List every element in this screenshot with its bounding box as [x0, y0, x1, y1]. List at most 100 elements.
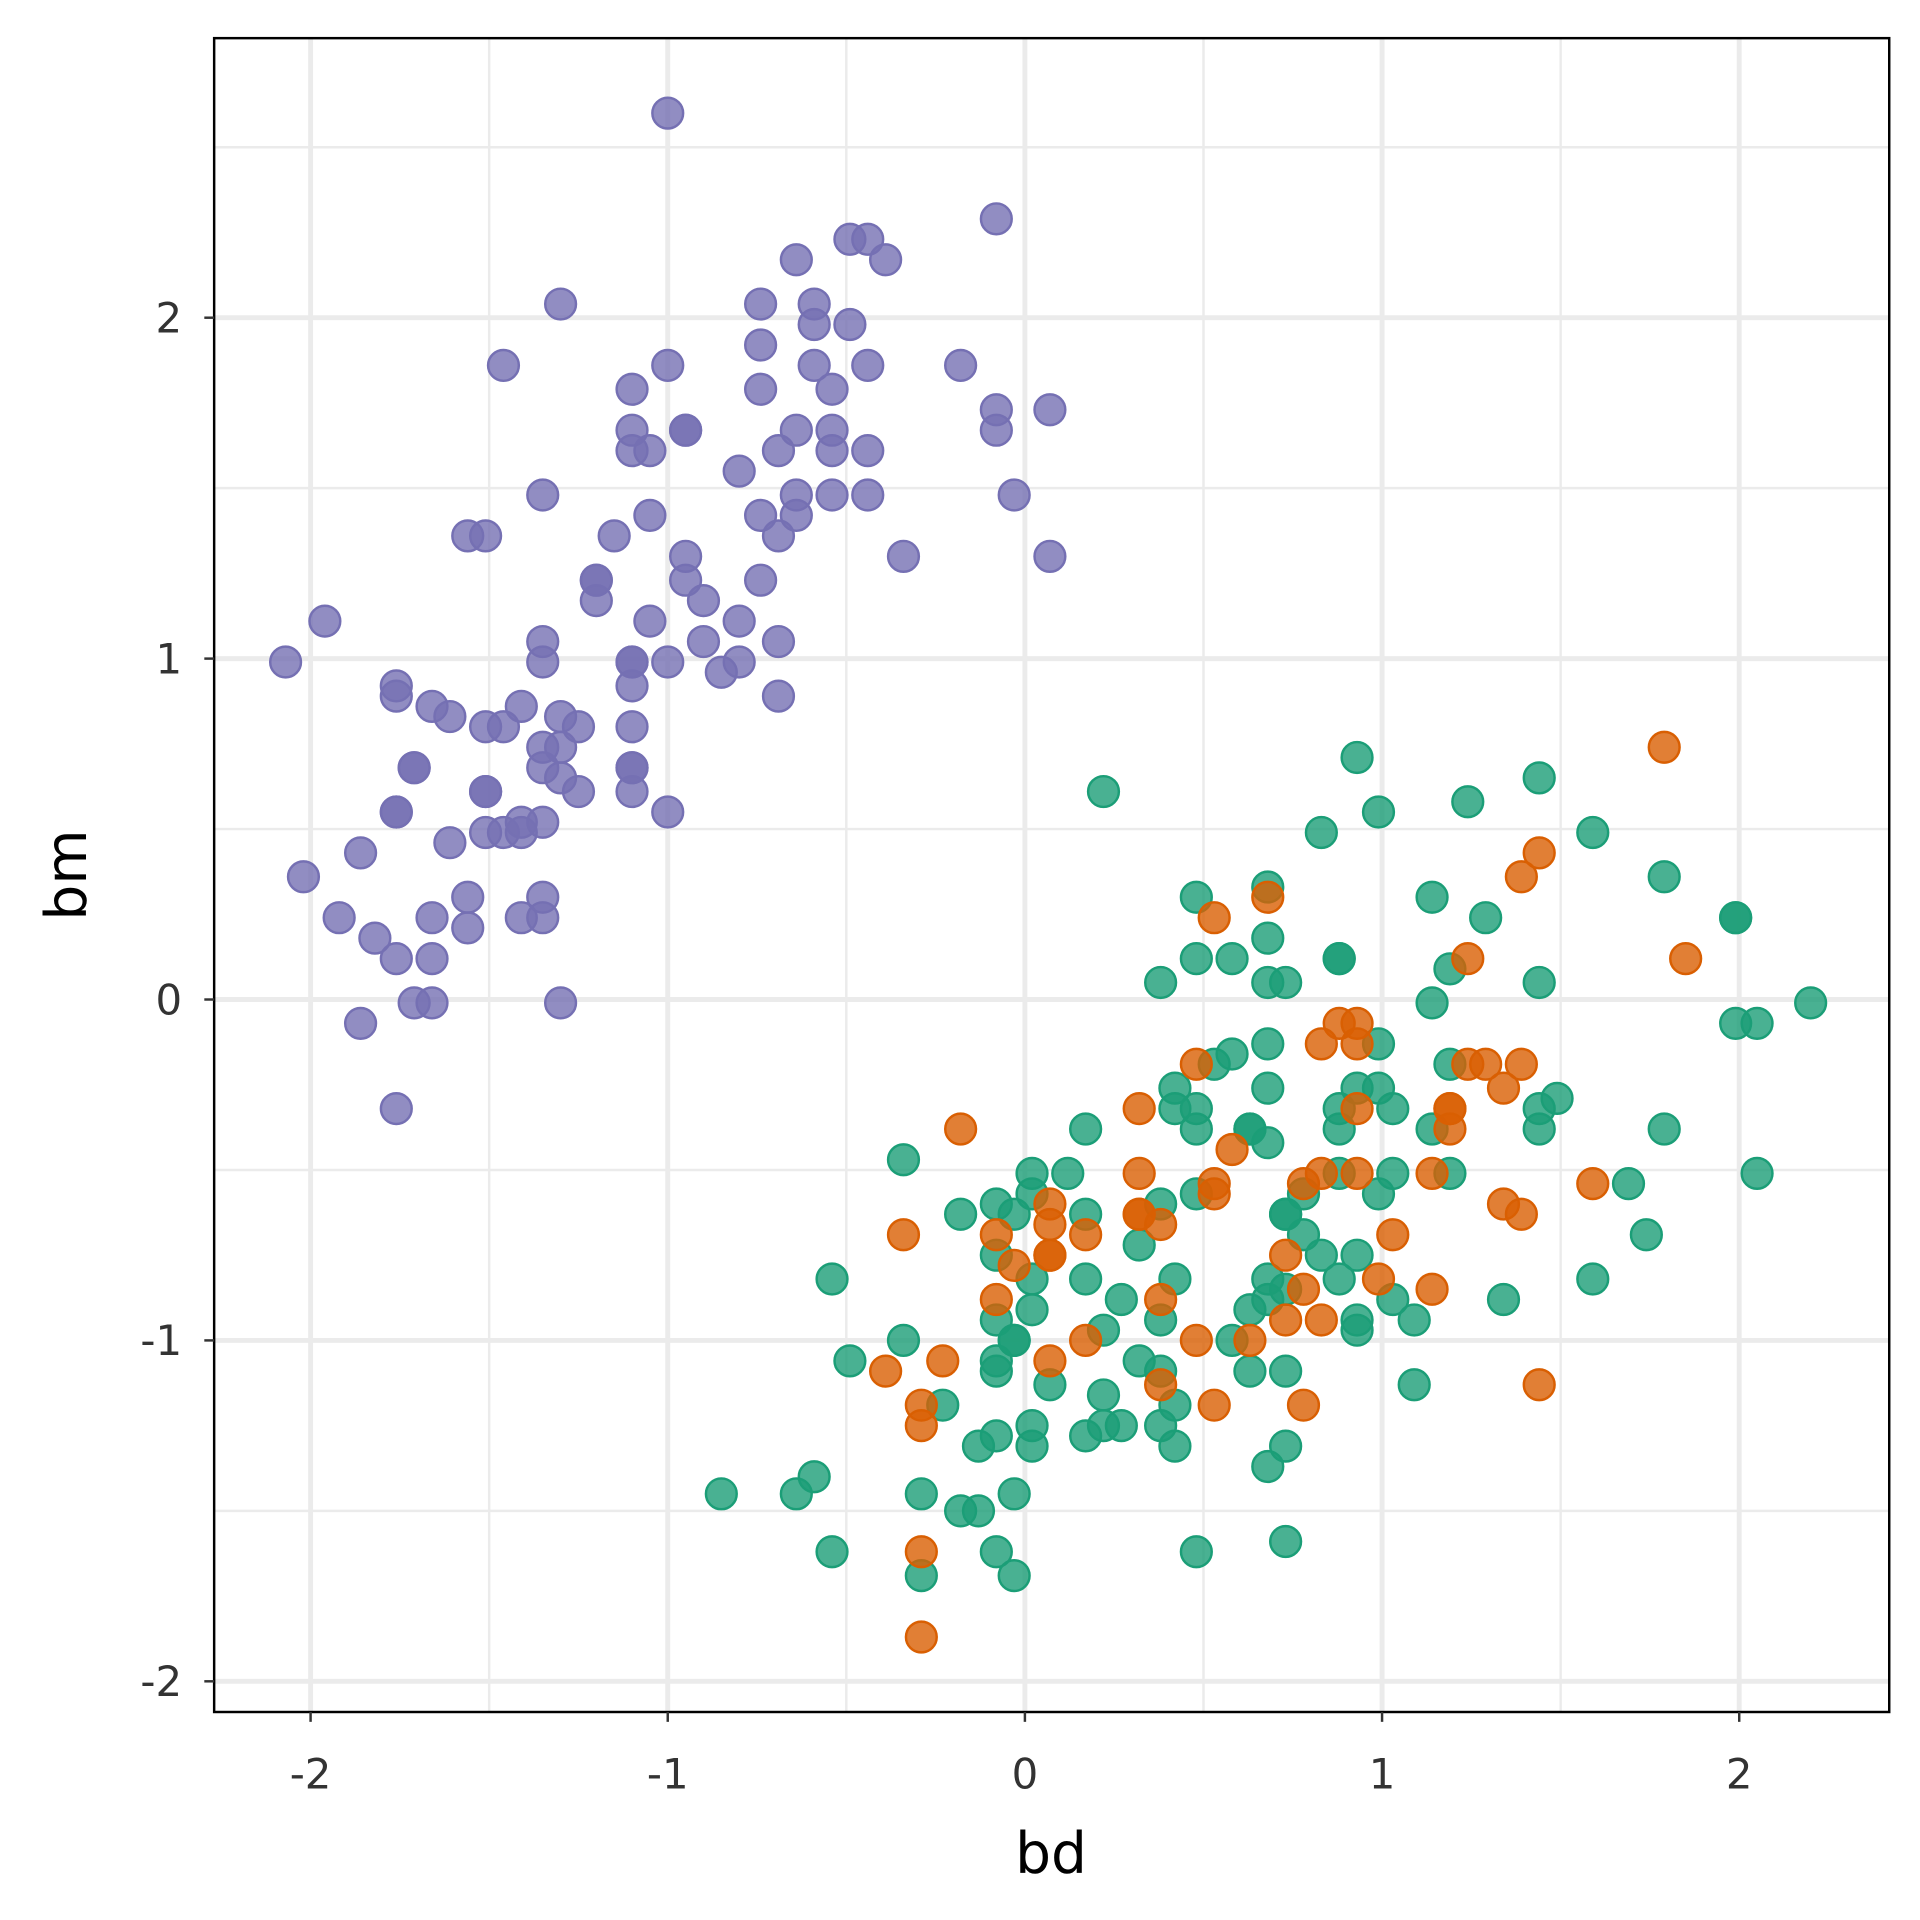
data-point-series-2 — [1251, 921, 1285, 955]
y-tick-label: -1 — [140, 1316, 182, 1365]
data-point-series-1 — [779, 243, 813, 277]
data-point-series-2 — [1576, 815, 1610, 850]
data-point-series-1 — [433, 826, 467, 860]
data-point-series-1 — [651, 795, 685, 829]
data-point-series-1 — [651, 645, 685, 679]
data-point-series-2 — [1069, 1112, 1103, 1146]
data-point-series-1 — [526, 805, 560, 839]
data-point-series-1 — [851, 348, 885, 383]
data-point-series-1 — [451, 880, 485, 914]
points — [268, 96, 1828, 1654]
data-point-series-1 — [358, 921, 392, 955]
data-point-series-1 — [815, 372, 849, 406]
data-point-series-1 — [597, 519, 631, 553]
data-point-series-1 — [997, 478, 1031, 512]
x-tick-label: 2 — [1726, 1749, 1753, 1798]
data-point-series-2 — [1322, 941, 1356, 976]
data-point-series-1 — [797, 307, 831, 342]
data-point-series-3 — [904, 1620, 938, 1654]
data-point-series-2 — [1233, 1293, 1267, 1327]
data-point-series-3 — [1069, 1218, 1103, 1252]
data-point-series-2 — [886, 1323, 921, 1358]
data-point-series-2 — [1086, 774, 1121, 809]
data-point-series-1 — [1033, 539, 1067, 573]
data-point-series-3 — [926, 1344, 960, 1378]
data-point-series-3 — [1415, 1272, 1449, 1306]
data-point-series-1 — [651, 348, 685, 383]
data-point-series-3 — [904, 1409, 938, 1443]
data-point-series-2 — [1415, 986, 1449, 1020]
data-point-series-2 — [1415, 880, 1449, 914]
data-point-series-3 — [1033, 1207, 1067, 1242]
data-point-series-1 — [379, 1091, 413, 1126]
data-point-series-1 — [722, 454, 756, 488]
data-point-series-2 — [833, 1344, 867, 1378]
data-point-series-2 — [1233, 1354, 1267, 1388]
data-point-series-2 — [1251, 1449, 1285, 1484]
data-point-series-1 — [743, 287, 778, 321]
data-point-series-3 — [1144, 1282, 1178, 1317]
y-tick-label: 1 — [156, 634, 183, 683]
y-axis-title: bm — [34, 830, 100, 921]
data-point-series-1 — [761, 434, 796, 468]
data-point-series-2 — [904, 1477, 938, 1511]
data-point-series-3 — [1122, 1091, 1156, 1126]
data-point-series-1 — [415, 941, 449, 976]
data-point-series-2 — [1486, 1282, 1521, 1317]
data-point-series-2 — [1451, 785, 1485, 819]
data-point-series-1 — [468, 519, 503, 553]
data-point-series-1 — [651, 96, 685, 130]
data-point-series-3 — [1179, 1323, 1213, 1358]
data-point-series-1 — [526, 645, 560, 679]
data-point-series-3 — [1376, 1218, 1410, 1252]
data-point-series-2 — [1522, 761, 1556, 795]
data-point-series-3 — [904, 1535, 938, 1569]
data-point-series-2 — [1269, 1354, 1303, 1388]
data-point-series-3 — [1197, 1388, 1231, 1422]
y-tick-label: 0 — [156, 975, 183, 1024]
data-point-series-2 — [1104, 1409, 1138, 1443]
data-point-series-1 — [343, 1006, 378, 1040]
data-point-series-3 — [1340, 1156, 1374, 1190]
data-point-series-3 — [1340, 1027, 1374, 1061]
data-point-series-1 — [704, 655, 738, 689]
data-point-series-3 — [997, 1248, 1031, 1283]
data-point-series-1 — [743, 328, 778, 362]
data-point-series-3 — [1197, 1177, 1231, 1211]
data-point-series-1 — [815, 434, 849, 468]
data-point-series-3 — [1122, 1156, 1156, 1190]
data-point-series-1 — [833, 307, 867, 342]
data-point-series-2 — [1647, 1112, 1681, 1146]
data-point-series-1 — [1033, 393, 1067, 427]
data-point-series-2 — [979, 1354, 1013, 1388]
data-point-series-2 — [1740, 1006, 1774, 1040]
data-point-series-1 — [415, 986, 449, 1020]
data-point-series-2 — [1144, 965, 1178, 1000]
data-point-series-3 — [1522, 1368, 1556, 1402]
data-point-series-2 — [1179, 941, 1213, 976]
data-point-series-3 — [1144, 1207, 1178, 1242]
data-point-series-1 — [379, 795, 413, 829]
data-point-series-2 — [1158, 1429, 1192, 1463]
data-point-series-2 — [1469, 901, 1503, 935]
data-point-series-3 — [1269, 1303, 1303, 1337]
data-point-series-1 — [743, 372, 778, 406]
data-point-series-3 — [1469, 1047, 1503, 1081]
data-point-series-2 — [1340, 740, 1374, 775]
data-point-series-2 — [1104, 1282, 1138, 1317]
data-point-series-2 — [1740, 1156, 1774, 1190]
x-tick-label: -2 — [290, 1749, 332, 1798]
data-point-series-1 — [308, 604, 342, 638]
data-point-series-3 — [1304, 1027, 1338, 1061]
x-tick-label: 0 — [1012, 1749, 1039, 1798]
data-point-series-2 — [961, 1494, 996, 1528]
data-point-series-2 — [979, 1535, 1013, 1569]
data-point-series-2 — [1015, 1429, 1049, 1463]
data-point-series-2 — [1361, 1177, 1396, 1211]
data-point-series-2 — [1647, 860, 1681, 894]
data-point-series-3 — [1269, 1238, 1303, 1272]
data-point-series-1 — [268, 645, 303, 679]
data-point-series-1 — [468, 774, 503, 809]
data-point-series-1 — [851, 478, 885, 512]
data-point-series-1 — [722, 604, 756, 638]
